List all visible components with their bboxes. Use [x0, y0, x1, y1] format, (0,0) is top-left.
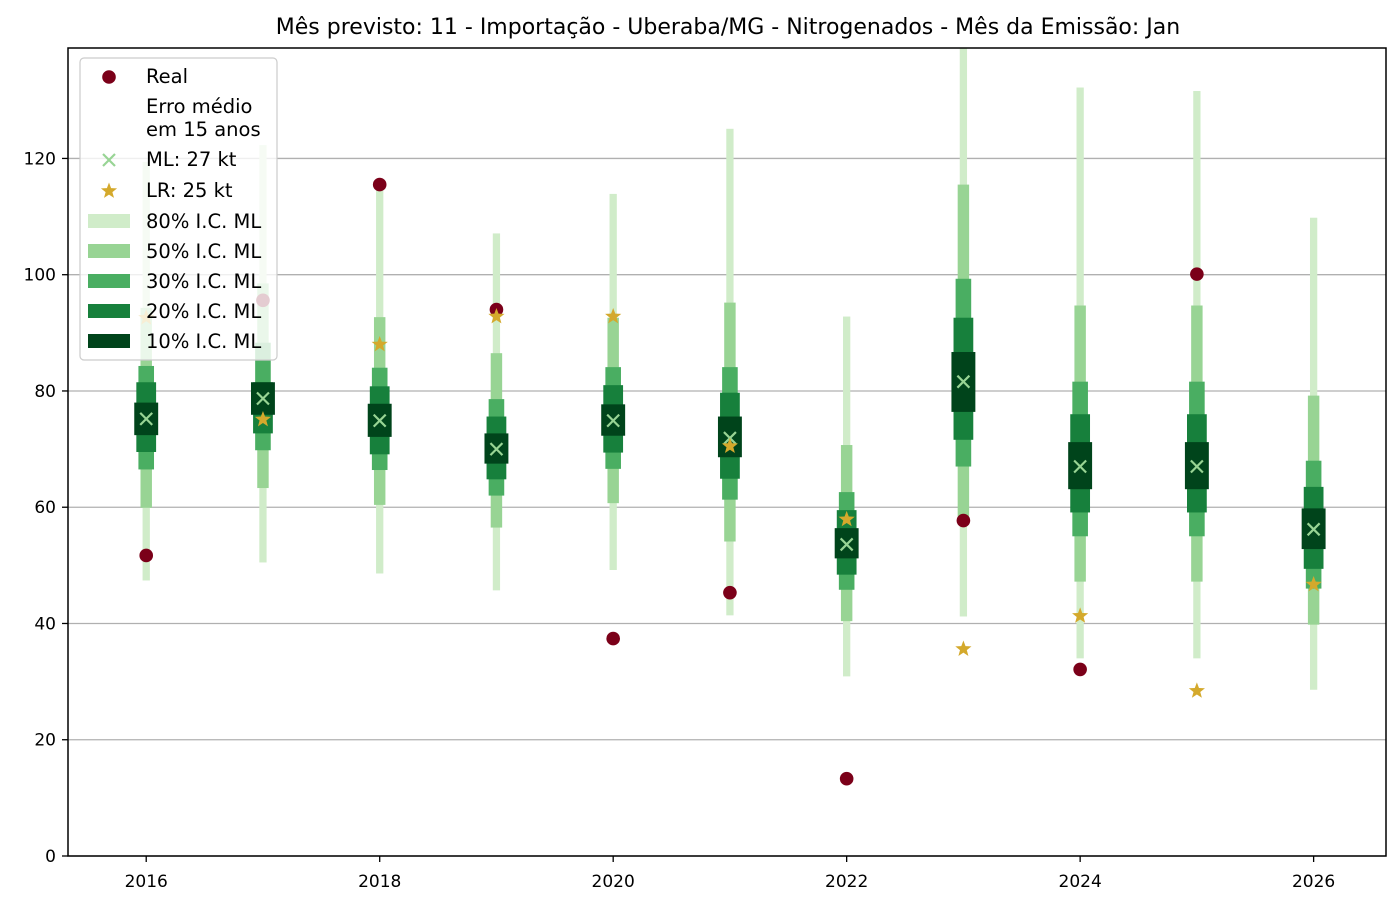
x-tick-label: 2022: [825, 872, 868, 892]
lr-point: [955, 640, 972, 656]
legend-label: ML: 27 kt: [146, 148, 237, 171]
legend-label: 50% I.C. ML: [146, 240, 261, 263]
lr-point: [838, 510, 855, 527]
axes: 0 20 40 60 80 100 120 2016 2018 2020 2022 2024 2026: [24, 47, 1387, 892]
ml-point: [839, 537, 854, 552]
ml-cross-stroke: [839, 537, 854, 552]
ml-cross-stroke: [606, 413, 620, 428]
legend-label: 10% I.C. ML: [146, 330, 261, 353]
chart-title: Mês previsto: 11 - Importação - Uberaba/…: [276, 15, 1180, 40]
ml-point: [489, 442, 504, 456]
real-point: [956, 513, 971, 528]
legend-interval-swatch: [88, 274, 130, 288]
ml-cross-stroke: [956, 374, 971, 389]
legend-real-marker: [102, 70, 116, 84]
legend-label: Real: [146, 65, 188, 88]
ml-point: [1073, 459, 1087, 474]
legend-ml-marker: [102, 153, 116, 167]
ml-point: [1190, 459, 1204, 474]
lr-point: [1305, 576, 1322, 592]
y-tick-label: 40: [34, 614, 56, 634]
x-tick-label: 2018: [358, 872, 401, 892]
x-tick-label: 2020: [592, 872, 635, 892]
legend-label: 80% I.C. ML: [146, 210, 261, 233]
y-tick-label: 20: [34, 731, 56, 751]
lr-point: [721, 437, 738, 454]
real-point: [606, 631, 620, 646]
real-point: [839, 771, 854, 786]
ml-cross-stroke: [139, 412, 153, 426]
ml-cross-stroke: [1190, 459, 1204, 474]
real-point: [1073, 662, 1087, 677]
real-point: [139, 548, 154, 563]
x-tick-label: 2026: [1292, 872, 1335, 892]
lr-point: [1072, 607, 1089, 623]
lr-point: [1188, 682, 1205, 698]
legend-interval-swatch: [88, 334, 130, 348]
ml-point: [372, 413, 387, 428]
legend-lr-marker: [100, 182, 118, 198]
ml-cross-stroke: [1306, 522, 1321, 537]
ml-point: [1306, 522, 1321, 537]
legend-interval-swatch: [88, 244, 130, 258]
legend-label: LR: 25 kt: [146, 179, 233, 202]
ml-cross-stroke: [256, 391, 270, 406]
ml-point: [256, 391, 270, 406]
legend-interval-swatch: [88, 304, 130, 318]
x-tick-label: 2024: [1059, 872, 1102, 892]
lr-point: [605, 308, 622, 324]
y-tick-label: 120: [24, 149, 56, 169]
lr-point: [371, 335, 388, 352]
lr-point: [488, 308, 505, 324]
real-point: [372, 177, 387, 192]
x-tick-label: 2016: [125, 872, 168, 892]
legend-label: 30% I.C. ML: [146, 270, 261, 293]
ml-cross-stroke: [102, 153, 116, 167]
legend-label: Erro médio: [146, 95, 252, 118]
plot-frame: [67, 47, 1387, 857]
ml-point: [606, 413, 620, 428]
legend-interval-swatch: [88, 214, 130, 228]
real-point: [1190, 267, 1204, 281]
ml-point: [139, 412, 153, 426]
y-tick-label: 100: [24, 266, 56, 286]
legend-label: 20% I.C. ML: [146, 300, 261, 323]
data-points: [138, 177, 1322, 786]
ml-cross-stroke: [372, 413, 387, 428]
ml-point: [956, 374, 971, 389]
real-point: [723, 585, 737, 600]
y-tick-label: 60: [34, 498, 56, 518]
legend-label: em 15 anos: [146, 118, 261, 141]
y-tick-label: 80: [34, 382, 56, 402]
ml-cross-stroke: [489, 442, 504, 456]
lr-point: [254, 410, 272, 427]
y-tick-label: 0: [45, 847, 56, 867]
ml-cross-stroke: [1073, 459, 1087, 474]
